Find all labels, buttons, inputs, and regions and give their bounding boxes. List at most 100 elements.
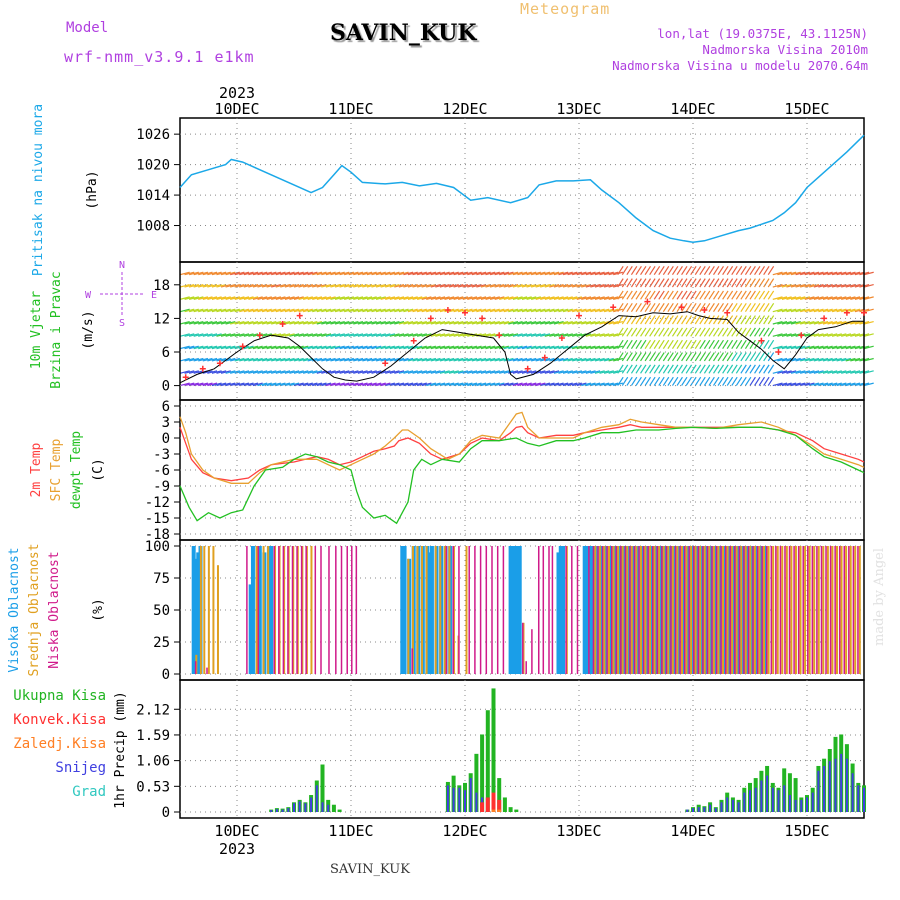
wind-barb: [540, 283, 551, 288]
wind-gust-marker: [821, 315, 828, 322]
wind-barb: [749, 315, 756, 325]
wind-barb: [786, 308, 797, 313]
wind-barb: [239, 283, 250, 288]
wind-barb: [207, 345, 218, 350]
wind-barb: [708, 265, 715, 276]
wind-barb: [635, 327, 642, 337]
wind-barb: [804, 271, 815, 276]
wind-barb: [243, 296, 254, 300]
wind-barb: [731, 352, 738, 362]
wind-barb: [562, 382, 573, 387]
wind-barb: [676, 278, 683, 288]
wind-barb: [685, 302, 693, 313]
wind-barb: [658, 290, 665, 300]
wind-barb: [599, 296, 610, 300]
wind-barb: [553, 357, 564, 362]
cloud-bar-low: [743, 546, 745, 674]
cloud-bar-low: [620, 546, 622, 674]
wind-barb: [494, 370, 505, 374]
wind-barb: [302, 296, 313, 300]
precip-snow-bar: [686, 809, 689, 812]
wind-barb: [412, 370, 423, 374]
wind-barb: [394, 345, 405, 350]
wind-barb: [448, 283, 459, 288]
wind-barb: [640, 339, 647, 349]
wind-barb: [371, 345, 382, 350]
wind-barb: [786, 320, 797, 325]
wind-barb: [184, 296, 195, 300]
wind-barb: [777, 308, 788, 313]
wind-barb: [275, 357, 286, 362]
wind-barb: [685, 364, 693, 374]
wind-barb: [284, 308, 295, 313]
wind-barb: [480, 271, 491, 276]
wind-barb: [179, 296, 190, 300]
wind-barb: [590, 283, 601, 288]
x-tick-label-bottom: 12DEC: [442, 822, 487, 840]
wind-barb: [754, 364, 761, 374]
wind-barb: [330, 345, 341, 350]
wind-barb: [594, 333, 605, 337]
cloud-bar-mid: [699, 546, 702, 674]
wind-barb: [836, 357, 847, 362]
wind-barb: [621, 278, 629, 288]
wind-barb: [220, 320, 231, 325]
cloud-bar-low: [647, 546, 649, 674]
wind-barb: [385, 333, 396, 337]
wind-barb: [558, 271, 569, 276]
wind-barb: [754, 327, 761, 337]
wind-barb: [444, 271, 455, 276]
precip-snow-bar: [327, 804, 330, 812]
wind-barb: [581, 308, 592, 313]
wind-barb: [640, 315, 647, 325]
wind-barb: [703, 278, 711, 288]
wind-barb: [307, 382, 318, 387]
cloud-bar-mid: [662, 546, 665, 674]
wind-gust-marker: [775, 349, 782, 355]
wind-barb: [572, 320, 582, 325]
wind-barb: [348, 345, 359, 350]
wind-barb: [293, 333, 304, 337]
wind-barb: [453, 308, 464, 313]
wind-barb: [202, 370, 213, 374]
wind-barb: [804, 345, 815, 350]
wind-barb: [412, 382, 423, 387]
wind-barb: [385, 345, 396, 350]
wind-barb: [430, 271, 441, 276]
wind-barb: [585, 283, 596, 288]
cloud-bar-low: [531, 629, 533, 674]
wind-barb: [735, 302, 743, 313]
pressure-frame: [179, 117, 865, 263]
wind-barb: [316, 357, 327, 362]
wind-barb: [690, 315, 697, 325]
precip-snow-bar: [840, 753, 843, 812]
wind-barb: [289, 283, 300, 288]
wind-barb: [754, 376, 761, 386]
wind-barb: [430, 333, 441, 337]
wind-barb: [630, 327, 638, 337]
precip-snow-bar: [760, 780, 763, 812]
wind-barb: [845, 296, 856, 300]
wind-barb: [325, 283, 336, 288]
wind-barb: [339, 345, 350, 350]
wind-barb: [713, 327, 720, 337]
wind-barb: [767, 315, 775, 325]
precip-snow-bar: [845, 758, 848, 812]
wind-barb: [462, 370, 473, 374]
wind-barb: [772, 333, 783, 337]
wind-barb: [717, 302, 724, 313]
wind-barb: [717, 364, 724, 374]
wind-barb: [562, 333, 573, 337]
cloud-bar-low: [273, 546, 276, 674]
precip-snow-bar: [783, 785, 786, 812]
cloud-bar-high: [582, 546, 587, 674]
wind-barb: [800, 308, 810, 313]
wind-barb: [458, 333, 468, 337]
wind-barb: [398, 345, 409, 350]
wind-barb: [321, 283, 332, 288]
station-title: SAVIN_KUK: [330, 20, 477, 46]
pressure-ytick-label: 1008: [136, 219, 170, 235]
wind-barb: [489, 345, 500, 350]
cloud-bar-high: [402, 546, 407, 674]
wind-barb: [339, 357, 350, 362]
